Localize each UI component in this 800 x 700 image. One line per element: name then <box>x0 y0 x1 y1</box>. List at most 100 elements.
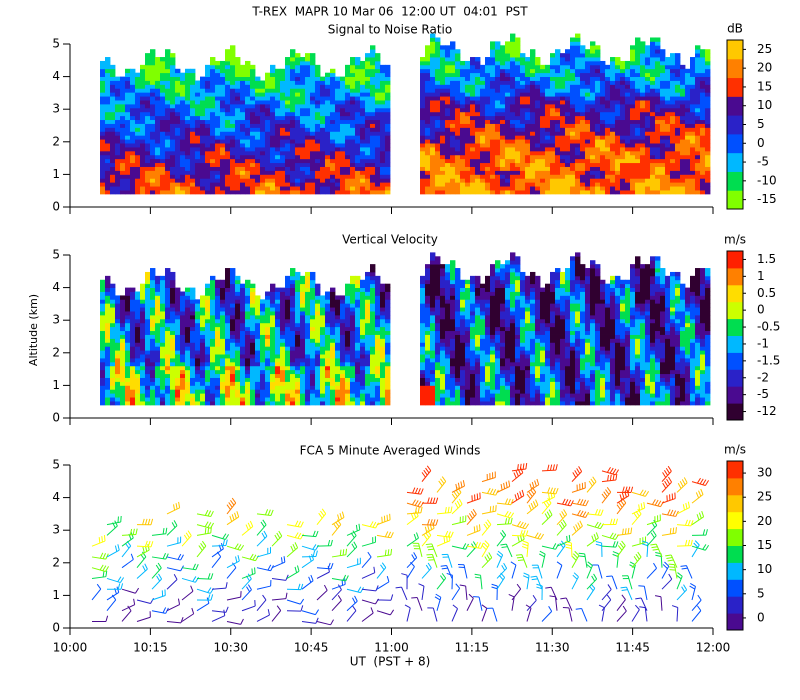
field-cell <box>185 338 191 343</box>
field-cell <box>560 115 566 121</box>
field-cell <box>120 88 126 93</box>
field-cell <box>190 401 196 406</box>
field-cell <box>535 92 541 97</box>
field-cell <box>235 92 241 97</box>
field-cell <box>455 131 461 136</box>
field-cell <box>125 322 131 328</box>
field-cell <box>345 150 351 156</box>
field-cell <box>545 76 551 81</box>
field-cell <box>670 84 676 89</box>
field-cell <box>500 64 506 70</box>
field-cell <box>150 150 156 156</box>
field-cell <box>105 303 111 308</box>
field-cell <box>145 283 151 288</box>
field-cell <box>120 358 126 363</box>
field-cell <box>500 158 506 164</box>
field-cell <box>610 178 616 183</box>
field-cell <box>160 299 166 304</box>
field-cell <box>250 150 256 156</box>
field-cell <box>635 107 641 113</box>
field-cell <box>225 365 231 371</box>
field-cell <box>225 84 231 89</box>
field-cell <box>180 350 186 355</box>
field-cell <box>320 96 326 101</box>
field-cell <box>465 166 471 171</box>
field-cell <box>170 123 176 128</box>
field-cell <box>595 154 601 160</box>
field-cell <box>585 174 591 179</box>
field-cell <box>225 170 231 175</box>
field-cell <box>175 397 181 402</box>
field-cell <box>655 60 661 66</box>
field-cell <box>605 127 611 132</box>
field-cell <box>690 182 696 187</box>
field-cell <box>205 186 211 191</box>
field-cell <box>460 190 466 195</box>
field-cell <box>115 334 121 339</box>
field-cell <box>280 154 286 160</box>
field-cell <box>130 303 136 308</box>
field-cell <box>570 68 576 74</box>
field-cell <box>465 119 471 124</box>
field-cell <box>420 88 426 93</box>
field-cell <box>450 154 456 160</box>
field-cell <box>295 53 301 58</box>
field-cell <box>280 119 286 124</box>
field-cell <box>235 103 241 109</box>
field-cell <box>610 131 616 136</box>
field-cell <box>235 369 241 375</box>
field-cell <box>230 314 236 320</box>
field-cell <box>420 135 426 140</box>
field-cell <box>635 127 641 132</box>
field-cell <box>675 68 681 74</box>
field-cell <box>355 103 361 109</box>
field-cell <box>280 150 286 156</box>
field-cell <box>105 174 111 179</box>
field-cell <box>165 334 171 339</box>
field-cell <box>330 154 336 160</box>
field-cell <box>650 190 656 195</box>
field-cell <box>205 350 211 355</box>
field-cell <box>350 143 356 148</box>
field-cell <box>470 96 476 101</box>
field-cell <box>445 60 451 66</box>
field-cell <box>315 64 321 70</box>
field-cell <box>290 186 296 191</box>
field-cell <box>560 143 566 148</box>
field-cell <box>385 154 391 160</box>
field-cell <box>185 381 191 386</box>
field-cell <box>125 338 131 343</box>
field-cell <box>285 60 291 66</box>
field-cell <box>445 186 451 191</box>
field-cell <box>650 150 656 156</box>
field-cell <box>650 107 656 113</box>
field-cell <box>255 162 261 167</box>
field-cell <box>150 397 156 402</box>
field-cell <box>365 84 371 89</box>
field-cell <box>565 107 571 113</box>
field-cell <box>360 150 366 156</box>
field-cell <box>525 178 531 183</box>
field-cell <box>455 68 461 74</box>
field-cell <box>590 119 596 124</box>
field-cell <box>515 88 521 93</box>
field-cell <box>290 154 296 160</box>
field-cell <box>100 88 106 93</box>
field-cell <box>215 318 221 324</box>
field-cell <box>255 80 261 85</box>
field-cell <box>130 72 136 77</box>
field-cell <box>200 166 206 171</box>
field-cell <box>565 150 571 156</box>
field-cell <box>510 166 516 171</box>
field-cell <box>270 115 276 121</box>
field-cell <box>675 182 681 187</box>
field-cell <box>630 186 636 191</box>
field-cell <box>685 178 691 183</box>
field-cell <box>690 76 696 81</box>
field-cell <box>505 123 511 128</box>
field-cell <box>570 143 576 148</box>
field-cell <box>570 107 576 113</box>
field-cell <box>360 131 366 136</box>
field-cell <box>105 111 111 117</box>
field-cell <box>500 150 506 156</box>
